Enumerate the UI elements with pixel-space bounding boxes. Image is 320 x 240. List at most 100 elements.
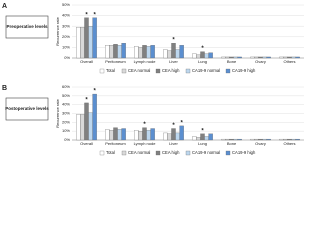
panel-label: A	[2, 3, 7, 10]
y-tick-label: 40%	[62, 13, 70, 18]
bar	[254, 56, 259, 59]
x-tick-label: Lung	[198, 59, 207, 64]
annotation: *	[85, 12, 88, 18]
bar	[80, 27, 85, 59]
bar	[105, 129, 110, 141]
annotation: *	[201, 128, 204, 134]
bar	[291, 56, 296, 59]
bar	[146, 46, 151, 59]
y-tick-label: 10%	[62, 128, 70, 133]
bar	[121, 43, 126, 59]
bar	[80, 114, 85, 141]
y-tick-label: 30%	[62, 111, 70, 116]
bar	[266, 56, 271, 59]
bar	[84, 102, 89, 141]
legend-label: CA19-9 high	[232, 68, 256, 73]
bar	[233, 138, 238, 141]
bar	[179, 45, 184, 59]
legend-label: CEA high	[162, 68, 180, 73]
x-tick-label: Others	[283, 59, 295, 64]
bar	[150, 45, 155, 59]
x-tick-label: Lymph node	[134, 141, 157, 146]
legend-label: Total	[106, 68, 115, 73]
bar	[208, 52, 213, 59]
group-label: Preoperative levels	[6, 24, 48, 29]
x-tick-label: Lymph node	[134, 59, 157, 64]
legend-swatch	[185, 150, 191, 156]
x-tick-label: Peritoneum	[105, 141, 126, 146]
bar	[109, 130, 114, 141]
bar	[225, 56, 230, 59]
bar	[262, 56, 267, 59]
bar	[175, 49, 180, 59]
bar	[105, 45, 110, 59]
y-tick-label: 20%	[62, 34, 70, 39]
y-tick-label: 0%	[64, 55, 70, 60]
x-tick-label: Lung	[198, 141, 207, 146]
legend-swatch	[185, 68, 191, 74]
bar	[221, 138, 226, 141]
legend-swatch	[155, 68, 161, 74]
bar	[200, 51, 205, 59]
x-tick-label: Bone	[227, 59, 237, 64]
bar	[138, 131, 143, 141]
bar	[138, 47, 143, 59]
bar	[250, 138, 255, 141]
legend-label: CA19-9 normal	[192, 68, 220, 73]
x-tick-label: Others	[283, 141, 295, 146]
legend-swatch	[99, 150, 105, 156]
y-tick-label: 50%	[62, 2, 70, 7]
bar	[221, 56, 226, 59]
legend-swatch	[121, 68, 127, 74]
y-tick-label: 60%	[62, 84, 70, 89]
bar	[262, 138, 267, 141]
legend-label: Total	[106, 150, 115, 155]
x-tick-label: Overall	[80, 59, 93, 64]
bar	[279, 56, 284, 59]
bar	[92, 17, 97, 59]
y-tick-label: 20%	[62, 119, 70, 124]
bar	[142, 45, 147, 59]
y-tick-label: 30%	[62, 23, 70, 28]
annotation: *	[143, 122, 146, 128]
bar	[291, 138, 296, 141]
bar	[113, 127, 118, 141]
legend-swatch	[121, 150, 127, 156]
bar	[113, 44, 118, 59]
bar	[175, 132, 180, 141]
bar	[237, 138, 242, 141]
bar	[200, 133, 205, 141]
bar	[109, 45, 114, 59]
bar	[266, 138, 271, 141]
legend-swatch	[225, 150, 231, 156]
legend-swatch	[99, 68, 105, 74]
x-tick-label: Liver	[169, 141, 178, 146]
bar	[92, 93, 97, 141]
annotation: *	[172, 123, 175, 129]
legend-label: CEA high	[162, 150, 180, 155]
bar	[204, 53, 209, 59]
bar	[88, 26, 93, 59]
bar	[196, 54, 201, 59]
bar	[204, 136, 209, 141]
x-tick-label: Peritoneum	[105, 59, 126, 64]
bar	[233, 56, 238, 59]
annotation: *	[180, 120, 183, 126]
bar	[150, 128, 155, 141]
figure: A Preoperative levels Recurrence rate 0% 10%…	[2, 2, 304, 156]
bar	[88, 112, 93, 141]
bar	[121, 128, 126, 141]
bar	[283, 56, 288, 59]
panel-label: B	[2, 85, 7, 92]
legend-label: CA19-9 high	[232, 150, 256, 155]
bar	[287, 138, 292, 141]
bar	[171, 128, 176, 141]
group-box	[5, 15, 49, 39]
bar	[192, 136, 197, 141]
bar	[134, 46, 139, 59]
bar	[229, 56, 234, 59]
bar	[142, 127, 147, 141]
legend-label: CEA normal	[128, 150, 150, 155]
bar	[208, 133, 213, 141]
bar	[258, 56, 263, 59]
